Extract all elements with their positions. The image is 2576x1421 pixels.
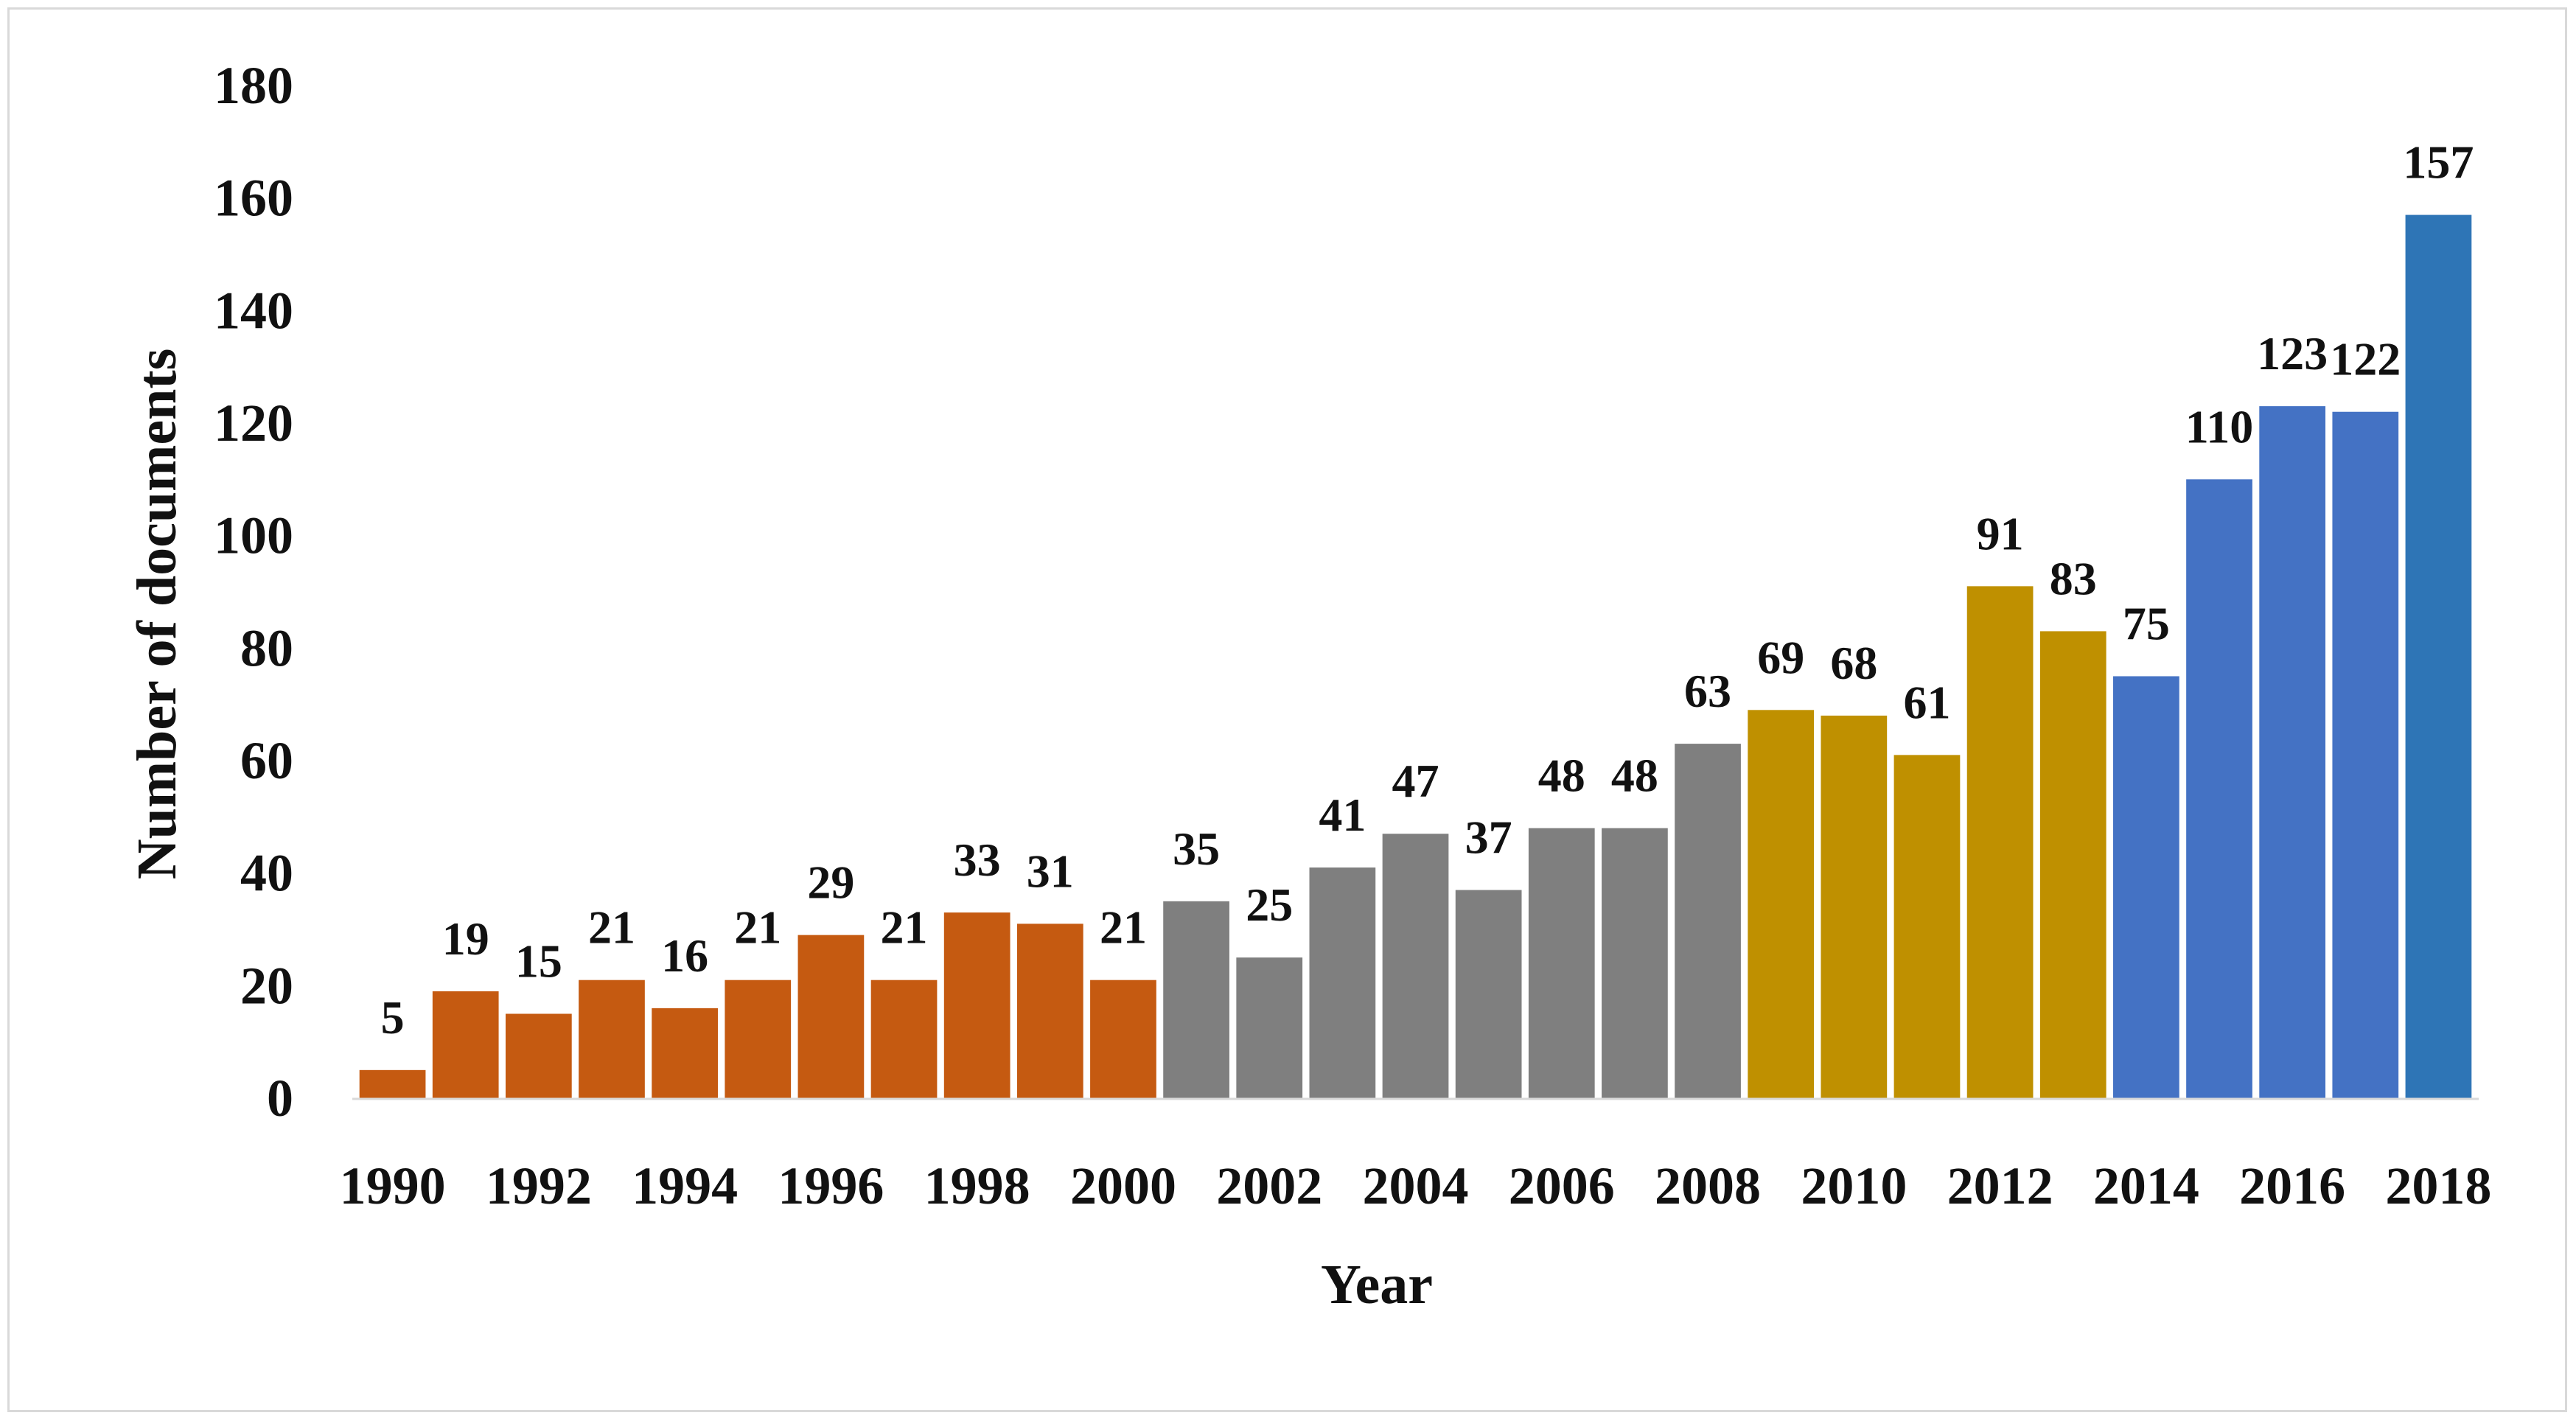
x-tick-label: 2018 — [2385, 1156, 2491, 1215]
bar-1998 — [943, 912, 1010, 1098]
x-tick-label: 2002 — [1216, 1156, 1322, 1215]
x-tick-label: 2006 — [1509, 1156, 1615, 1215]
x-axis-title: Year — [1321, 1254, 1433, 1316]
data-label-2002: 25 — [1246, 879, 1293, 931]
data-label-1990: 5 — [381, 991, 405, 1044]
bar-1999 — [1016, 924, 1083, 1098]
data-label-2000: 21 — [1100, 901, 1147, 954]
y-axis-title: Number of documents — [126, 349, 188, 880]
x-tick-label: 2008 — [1655, 1156, 1761, 1215]
bar-2003 — [1309, 867, 1376, 1098]
data-label-2015: 110 — [2185, 400, 2253, 453]
data-label-2007: 48 — [1611, 750, 1658, 802]
x-tick-label: 2004 — [1363, 1156, 1469, 1215]
bar-2001 — [1163, 901, 1229, 1098]
y-tick-label: 140 — [214, 281, 293, 340]
bar-2006 — [1528, 828, 1595, 1098]
y-axis-ticks: 0 20 40 60 80 100 120 140 160 180 — [214, 56, 293, 1128]
data-label-1993: 21 — [588, 901, 635, 954]
bar-2005 — [1455, 890, 1522, 1098]
bar-chart: 0 20 40 60 80 100 120 140 160 180 5 19 15 21 16 21 29 21… — [126, 56, 2492, 1316]
x-tick-label: 1992 — [486, 1156, 592, 1215]
bar-2016 — [2259, 406, 2326, 1098]
bar-2000 — [1090, 980, 1156, 1098]
bar-2013 — [2039, 631, 2106, 1098]
bar-2010 — [1821, 715, 1888, 1098]
data-label-2014: 75 — [2123, 598, 2170, 650]
chart-frame: 0 20 40 60 80 100 120 140 160 180 5 19 15 21 16 21 29 21… — [7, 7, 2567, 1412]
data-label-2009: 69 — [1757, 631, 1804, 683]
data-label-2004: 47 — [1392, 755, 1439, 807]
data-label-1999: 31 — [1027, 845, 1074, 897]
data-label-2016: 123 — [2257, 327, 2328, 380]
bar-2017 — [2332, 411, 2399, 1098]
bar-2014 — [2113, 676, 2179, 1098]
data-label-2017: 122 — [2330, 333, 2401, 385]
data-labels-group: 5 19 15 21 16 21 29 21 33 31 21 35 25 41 47 37 48 48 63 69 6… — [381, 136, 2474, 1044]
data-label-2008: 63 — [1684, 665, 1731, 717]
x-tick-label: 2000 — [1070, 1156, 1176, 1215]
data-label-1997: 21 — [881, 901, 928, 954]
data-label-2010: 68 — [1830, 637, 1877, 689]
data-label-1995: 21 — [734, 901, 781, 954]
data-label-1998: 33 — [954, 834, 1001, 886]
x-tick-label: 1990 — [340, 1156, 446, 1215]
data-label-1996: 29 — [807, 856, 854, 909]
data-label-2012: 91 — [1977, 507, 2024, 559]
y-tick-label: 120 — [214, 394, 293, 453]
x-tick-label: 2010 — [1801, 1156, 1907, 1215]
data-label-2018: 157 — [2403, 136, 2474, 189]
bar-2018 — [2405, 214, 2472, 1099]
data-label-2013: 83 — [2050, 552, 2097, 604]
bar-1995 — [725, 980, 792, 1098]
data-label-2006: 48 — [1538, 750, 1585, 802]
y-tick-label: 20 — [240, 956, 293, 1015]
data-label-1994: 16 — [661, 929, 708, 982]
x-tick-label: 1998 — [924, 1156, 1030, 1215]
bar-1997 — [870, 980, 938, 1098]
data-label-1991: 19 — [442, 912, 489, 965]
data-label-2011: 61 — [1903, 676, 1950, 728]
bars-group — [359, 214, 2472, 1099]
bar-2007 — [1602, 828, 1668, 1098]
bar-2015 — [2186, 479, 2252, 1098]
bar-2004 — [1382, 834, 1449, 1098]
y-tick-label: 0 — [267, 1069, 293, 1128]
bar-2009 — [1748, 710, 1815, 1098]
bar-1993 — [579, 980, 645, 1098]
y-tick-label: 40 — [240, 844, 293, 903]
y-tick-label: 180 — [214, 56, 293, 115]
x-tick-label: 1996 — [778, 1156, 884, 1215]
x-tick-label: 2016 — [2239, 1156, 2345, 1215]
x-tick-label: 2012 — [1947, 1156, 2053, 1215]
bar-1996 — [797, 935, 865, 1098]
bar-2002 — [1236, 957, 1303, 1098]
data-label-1992: 15 — [515, 935, 562, 988]
bar-1991 — [432, 991, 499, 1098]
data-label-2001: 35 — [1173, 823, 1220, 875]
data-label-2005: 37 — [1465, 811, 1512, 864]
y-tick-label: 160 — [214, 169, 293, 228]
bar-2012 — [1966, 586, 2034, 1098]
data-label-2003: 41 — [1319, 789, 1366, 841]
y-tick-label: 80 — [240, 618, 293, 677]
y-tick-label: 60 — [240, 731, 293, 790]
bar-1994 — [652, 1008, 718, 1098]
bar-1990 — [359, 1069, 426, 1098]
bar-1992 — [505, 1013, 572, 1098]
x-tick-label: 1994 — [632, 1156, 738, 1215]
bar-2011 — [1893, 755, 1961, 1098]
x-tick-label: 2014 — [2093, 1156, 2199, 1215]
bar-2008 — [1675, 744, 1741, 1098]
y-tick-label: 100 — [214, 506, 293, 565]
x-axis-ticks: 1990 1992 1994 1996 1998 2000 2002 2004 2006 2008… — [340, 1156, 2492, 1215]
